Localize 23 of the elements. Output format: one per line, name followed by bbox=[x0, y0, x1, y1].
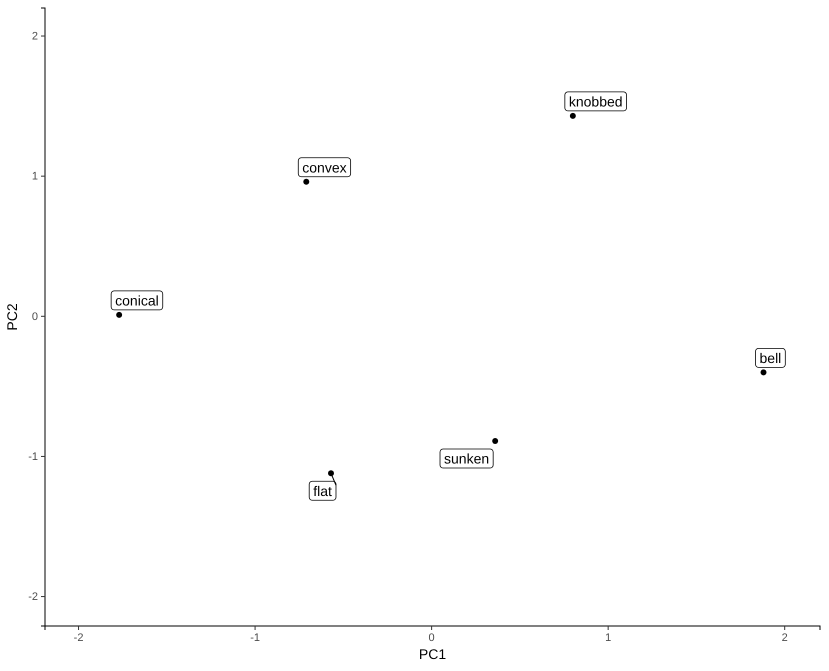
y-tick-label: 1 bbox=[32, 170, 38, 183]
point bbox=[760, 369, 766, 376]
annotation: convex bbox=[302, 159, 347, 176]
annotation: knobbed bbox=[568, 93, 623, 110]
y-axis-title: PC2 bbox=[4, 303, 20, 331]
point bbox=[116, 312, 122, 318]
point bbox=[303, 178, 310, 185]
y-tick-label: -2 bbox=[28, 591, 38, 604]
x-tick-label: -2 bbox=[74, 632, 84, 644]
y-tick-label: 0 bbox=[32, 310, 38, 323]
y-tick-label: -1 bbox=[28, 450, 38, 463]
annotation: bell bbox=[760, 350, 782, 366]
x-tick-label: 2 bbox=[782, 632, 788, 644]
annotation: sunken bbox=[444, 450, 490, 467]
x-tick-label: -1 bbox=[250, 632, 260, 644]
y-tick-label: 2 bbox=[32, 30, 38, 43]
point bbox=[570, 112, 576, 119]
annotation: flat bbox=[313, 482, 332, 499]
x-tick-label: 1 bbox=[605, 632, 612, 644]
x-tick-label: 0 bbox=[428, 632, 435, 644]
x-axis-title: PC1 bbox=[418, 646, 446, 662]
point bbox=[492, 438, 498, 444]
annotation: conical bbox=[115, 292, 159, 308]
